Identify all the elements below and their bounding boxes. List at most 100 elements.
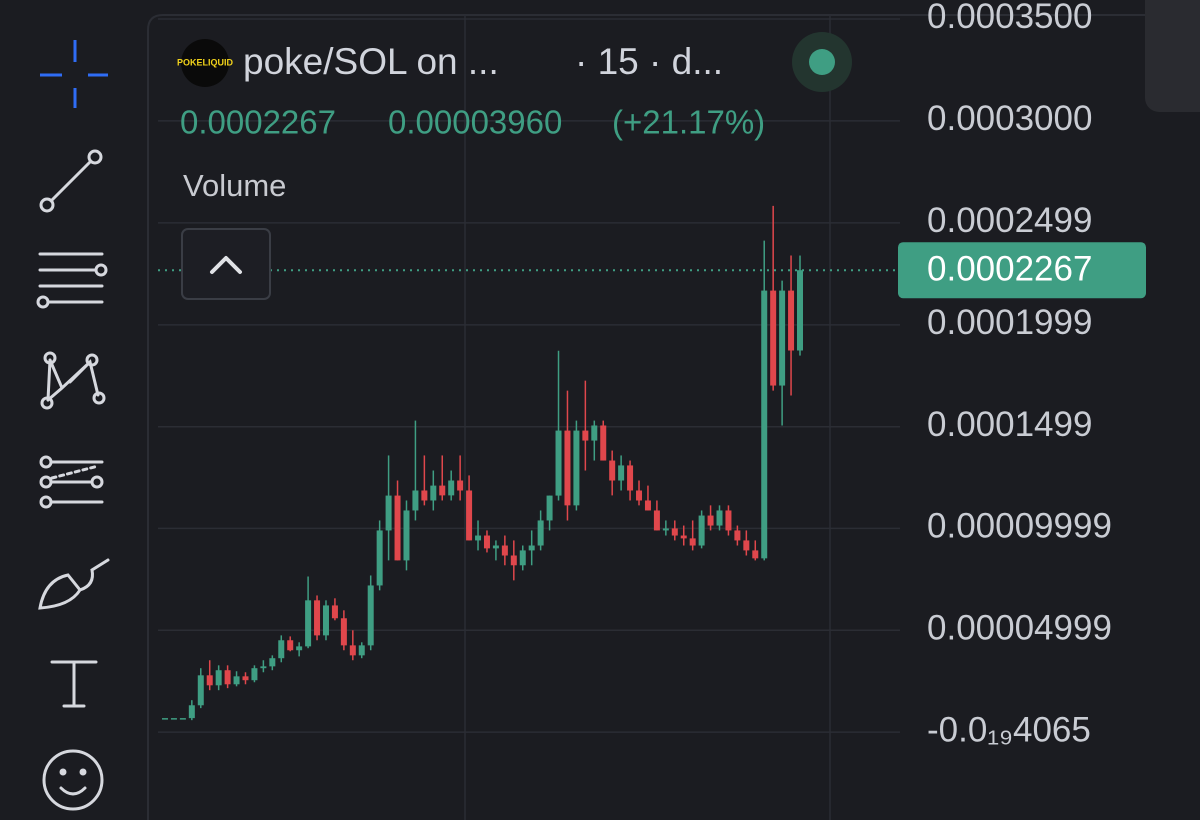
candle-body <box>322 605 329 636</box>
candle-body <box>510 555 517 566</box>
y-tick-label: 0.0001499 <box>927 405 1092 444</box>
candle-body <box>752 550 759 559</box>
candle-body <box>305 600 312 647</box>
candle-body <box>314 600 321 636</box>
candle-body <box>475 535 482 541</box>
candle-body <box>349 645 356 656</box>
candle-body <box>609 460 616 481</box>
candle-body <box>483 535 490 549</box>
candle-body <box>734 530 741 541</box>
collapse-button[interactable] <box>181 228 271 300</box>
last-price-label: 0.0002267 <box>927 249 1092 288</box>
panel-border <box>147 14 1200 820</box>
candle-body <box>287 640 294 651</box>
candle-body <box>403 510 410 561</box>
y-tick-label: 0.0001999 <box>927 303 1092 342</box>
candle-body <box>367 585 374 646</box>
candle-body <box>636 490 643 501</box>
candle-body <box>564 430 571 506</box>
candle-body <box>698 515 705 546</box>
candle-body <box>501 545 508 556</box>
trendline-tool[interactable] <box>39 149 103 213</box>
candle-body <box>376 530 383 586</box>
y-tick-label: 0.00009999 <box>927 507 1112 546</box>
candle-body <box>627 465 634 491</box>
y-tick-label: 0.0003500 <box>927 0 1092 36</box>
candle-body <box>412 490 419 511</box>
candle-body <box>546 495 553 521</box>
y-tick-label: 0.0002499 <box>927 201 1092 240</box>
candle-body <box>761 290 768 559</box>
candle-body <box>788 290 795 351</box>
symbol-title[interactable]: poke/SOL on ... <box>243 41 499 82</box>
candle-body <box>421 490 428 501</box>
interval[interactable]: · 15 · d... <box>575 41 723 82</box>
candle-body <box>215 670 222 686</box>
candle-body <box>644 500 651 511</box>
candle-body <box>242 676 249 681</box>
candle-body <box>555 430 562 496</box>
candle-body <box>448 480 455 496</box>
candle-body <box>358 645 365 656</box>
logo-text: POKELIQUID <box>177 57 234 67</box>
candle-body <box>457 480 464 491</box>
candle-body <box>680 535 687 539</box>
candle-body <box>179 718 186 720</box>
crosshair-tool[interactable] <box>40 40 108 108</box>
logo <box>181 39 229 87</box>
candle-body <box>278 640 285 659</box>
candle-body <box>573 430 580 506</box>
candle-body <box>170 718 177 720</box>
candle-body <box>466 490 473 541</box>
y-tick-label: -0.0₁₉4065 <box>927 710 1091 749</box>
last-price: 0.0002267 <box>180 104 336 141</box>
candle-body <box>743 540 750 551</box>
candle-body <box>206 675 213 686</box>
candle-body <box>492 545 499 549</box>
candle-body <box>591 425 598 441</box>
toolbar <box>36 40 110 811</box>
candle-body <box>224 670 231 685</box>
candle-body <box>707 515 714 526</box>
header: POKELIQUID poke/SOL on ... · 15 · d... 0… <box>177 32 852 300</box>
candle-body <box>689 538 696 546</box>
lines-tool[interactable] <box>36 252 108 309</box>
candle-body <box>779 290 786 386</box>
candle-body <box>251 668 258 681</box>
y-tick-label: 0.0003000 <box>927 99 1092 138</box>
indicator-label: Volume <box>183 168 286 203</box>
candle-body <box>233 676 240 685</box>
candle-body <box>770 290 777 386</box>
fib-tool[interactable] <box>39 455 104 509</box>
candle-body <box>797 270 803 351</box>
price-change: 0.00003960 <box>388 104 562 141</box>
candle-body <box>385 495 392 531</box>
candle-body <box>618 465 625 481</box>
corner-button[interactable] <box>1145 0 1200 112</box>
candle-body <box>260 666 267 669</box>
candle-body <box>662 528 669 531</box>
candle-body <box>269 658 276 667</box>
pattern-tool[interactable] <box>40 351 106 410</box>
y-tick-label: 0.00004999 <box>927 609 1112 648</box>
candle-body <box>671 528 678 536</box>
candle-body <box>340 618 347 646</box>
candle-body <box>653 510 660 531</box>
grid <box>158 15 900 820</box>
candle-body <box>430 485 437 501</box>
candle-body <box>162 718 168 720</box>
candle-body <box>331 605 338 619</box>
emoji-tool[interactable] <box>42 749 104 811</box>
candle-body <box>725 510 732 531</box>
text-tool[interactable] <box>50 660 98 708</box>
candle-body <box>394 495 401 561</box>
candle-body <box>197 675 204 706</box>
price-axis: 0.0003500 0.0003000 0.0002499 0.0001999 0.00… <box>158 0 1146 749</box>
candle-body <box>188 705 195 719</box>
status-dot <box>809 49 835 75</box>
brush-tool[interactable] <box>38 558 110 610</box>
candle-body <box>582 430 589 441</box>
candle-body <box>716 510 723 526</box>
candle-body <box>519 550 526 566</box>
